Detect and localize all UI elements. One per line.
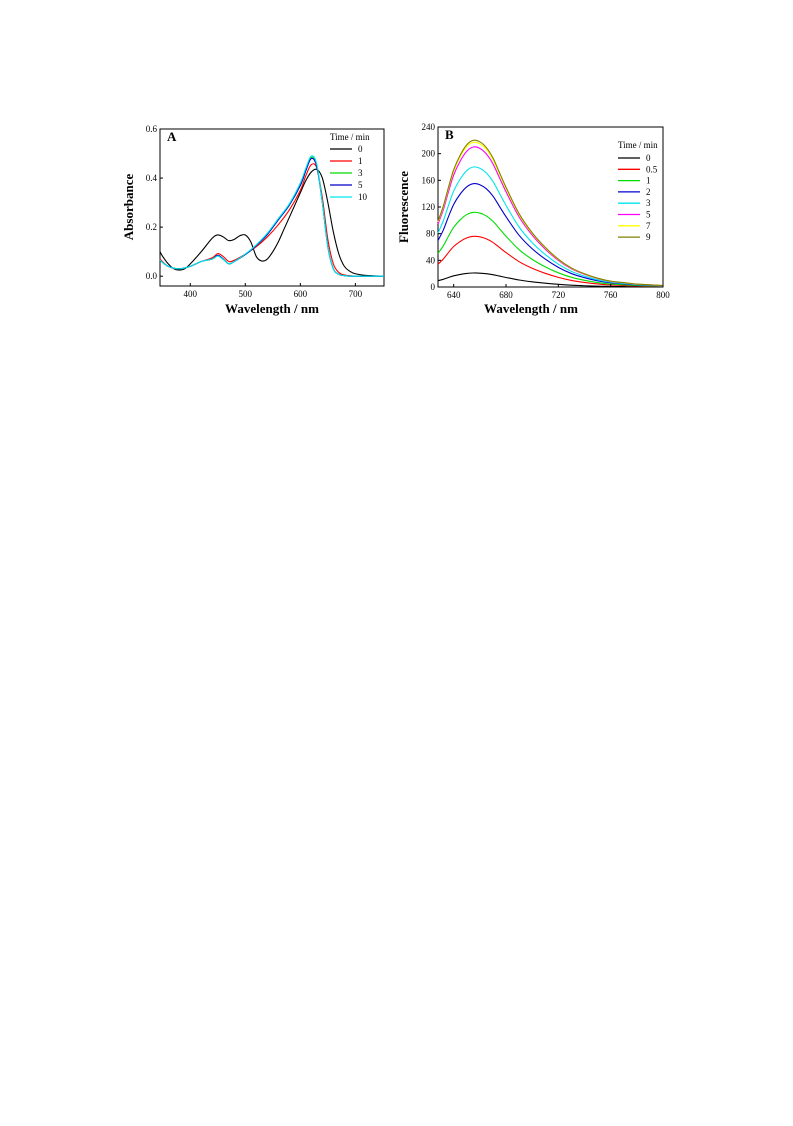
legend-entry-label: 1 [646,176,651,186]
x-tick-label: 600 [294,289,308,299]
plot-frame-a [159,128,385,287]
y-tick-label: 0 [431,282,436,292]
series-line-0 [159,168,385,277]
series-line-5 [159,157,384,277]
y-tick-label: 80 [426,229,436,239]
y-tick-label: 40 [426,255,436,265]
legend-entry-label: 9 [646,232,651,242]
y-axis-label-a: Absorbance [121,174,136,241]
legend-title-a: Time / min [330,132,370,142]
legend-title-b: Time / min [618,140,658,150]
series-line-1 [437,211,664,287]
series-lines-b [437,139,664,288]
legend-entry-label: 3 [646,198,651,208]
y-axis-label-b: Fluorescence [396,171,411,243]
y-ticks-a: 0.0 0.2 0.4 0.6 [146,124,163,281]
y-tick-label: 160 [422,175,436,185]
legend-entry-label: 5 [358,180,363,190]
y-tick-label: 200 [422,149,436,159]
chart-panel-a: 400 500 600 700 0.0 0.2 0.4 0.6 A Wavelength /… [121,124,385,316]
series-line-9 [437,139,664,287]
series-line-1 [159,163,384,277]
x-tick-label: 800 [656,290,670,300]
panel-label-a: A [167,129,177,144]
y-tick-label: 120 [422,202,436,212]
x-axis-label-b: Wavelength / nm [484,301,578,316]
legend-a: Time / min 0 1 3 5 10 [330,132,370,202]
x-tick-label: 400 [184,289,198,299]
x-axis-label-a: Wavelength / nm [225,301,319,316]
series-line-10 [159,155,384,277]
legend-entry-label: 7 [646,221,651,231]
series-line-0-5 [437,235,664,288]
series-line-0 [437,272,664,288]
x-ticks-a: 400 500 600 700 [184,283,363,299]
x-tick-label: 760 [604,290,618,300]
y-tick-label: 0.0 [146,271,158,281]
y-tick-label: 240 [422,122,436,132]
legend-b: Time / min 00.5 123 579 [618,140,658,242]
x-tick-label: 500 [239,289,253,299]
legend-entry-label: 0 [358,144,363,154]
legend-entry-label: 0.5 [646,164,658,174]
legend-entry-label: 5 [646,210,651,220]
series-line-2 [437,183,664,287]
legend-entry-label: 2 [646,187,651,197]
x-tick-label: 680 [499,290,513,300]
legend-entry-label: 10 [358,192,368,202]
x-tick-label: 700 [349,289,363,299]
x-tick-label: 720 [552,290,566,300]
legend-entry-label: 1 [358,156,363,166]
panel-label-b: B [445,127,454,142]
y-tick-label: 0.4 [146,173,158,183]
y-tick-label: 0.6 [146,124,158,134]
series-lines-a [159,155,385,277]
legend-entry-label: 0 [646,153,651,163]
y-ticks-b: 0 40 80 120 160 200 240 [422,122,441,292]
series-line-3 [437,166,664,287]
legend-entry-label: 3 [358,168,363,178]
series-line-3 [159,156,384,277]
x-tick-label: 640 [447,290,461,300]
x-ticks-b: 640 680 720 760 800 [447,284,670,300]
y-tick-label: 0.2 [146,222,157,232]
